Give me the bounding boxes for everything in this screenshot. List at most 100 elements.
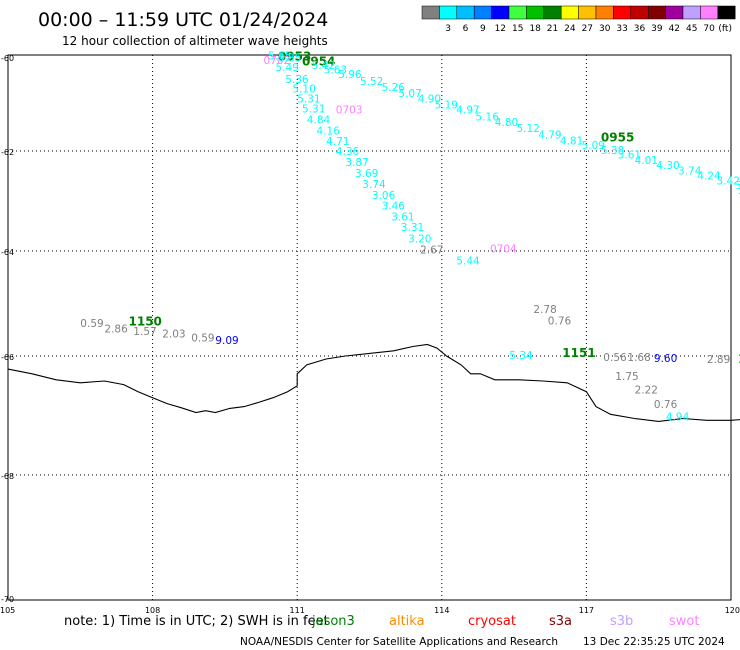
legend-label: 3	[445, 24, 451, 34]
lon-tick-label: 117	[579, 606, 594, 615]
wave-height-label: 5.12	[517, 123, 540, 135]
wave-height-label: 0702	[264, 55, 291, 67]
wave-height-label: 5.96	[338, 69, 362, 81]
lat-tick-label: -70	[1, 595, 14, 604]
lon-tick-label: 120	[725, 606, 740, 615]
wave-height-label: 3.61	[618, 150, 641, 162]
legend-label: 6	[463, 24, 469, 34]
map-title: 00:00 – 11:59 UTC 01/24/2024	[38, 9, 328, 31]
legend-swatch	[578, 5, 597, 20]
map-subtitle: 12 hour collection of altimeter wave hei…	[62, 34, 328, 48]
wave-height-label: 5.09	[582, 140, 605, 152]
wave-height-label: 2.89	[707, 354, 730, 366]
legend-swatch	[560, 5, 579, 20]
wave-height-label: 9.09	[215, 335, 238, 347]
wave-height-label: 0.59	[191, 332, 214, 344]
legend-swatch	[491, 5, 510, 20]
lat-tick-label: -62	[1, 148, 14, 157]
wave-height-label: 0704	[490, 244, 517, 256]
wave-height-label: 4.90	[418, 94, 441, 106]
plot-frame	[7, 54, 732, 601]
wave-height-label: 5.42	[312, 60, 335, 72]
legend-swatch	[682, 5, 701, 20]
wave-height-label: 5.19	[435, 100, 458, 112]
wave-height-label: 5.34	[509, 350, 533, 362]
legend-label: 12	[495, 24, 506, 34]
wave-height-label: 4.79	[538, 129, 561, 141]
legend-swatch	[665, 5, 684, 20]
pass-time-label: 1152	[738, 352, 740, 366]
wave-height-label: 2.22	[635, 385, 658, 397]
wave-height-label: 5.85	[278, 53, 301, 65]
wave-height-label: 3.87	[345, 157, 368, 169]
legend-label: 24	[564, 24, 576, 34]
wave-height-label: 5.16	[476, 112, 500, 124]
legend-swatch	[543, 5, 562, 20]
legend-swatch	[595, 5, 614, 20]
lat-tick-label: -60	[1, 54, 14, 63]
wave-height-label: 4.30	[656, 160, 679, 172]
coastline	[7, 343, 740, 422]
pass-time-label: 0955	[601, 131, 634, 145]
legend-label: 18	[529, 24, 541, 34]
legend-label: 15	[512, 24, 523, 34]
wave-height-label: 5.38	[601, 145, 624, 157]
satellite-name-cryosat: cryosat	[468, 614, 516, 629]
wave-height-label: 3.73	[738, 185, 740, 197]
footer-note: note: 1) Time is in UTC; 2) SWH is in fe…	[64, 614, 329, 629]
pass-time-label: 0953	[278, 49, 311, 63]
wave-height-label: 0.56	[603, 352, 627, 364]
legend-label: 42	[669, 24, 680, 34]
wave-height-label: 3.42	[717, 176, 740, 188]
wave-height-label: 1.68	[627, 352, 650, 364]
legend-label: 39	[651, 24, 663, 34]
wave-height-label: 3.06	[372, 190, 396, 202]
satellite-legend: jason3 altika cryosat s3a s3b swot	[311, 614, 699, 629]
wave-height-label: 3.61	[391, 212, 414, 224]
wave-height-label: 2.67	[420, 245, 443, 257]
legend-label: 70	[703, 24, 715, 34]
satellite-name-s3b: s3b	[610, 614, 633, 629]
legend-swatch	[613, 5, 632, 20]
wave-height-label: 0.76	[654, 399, 678, 411]
legend-swatch	[473, 5, 492, 20]
wave-height-label: 5.52	[360, 76, 383, 88]
wave-height-label: 5.31	[302, 104, 325, 116]
axis-tick-labels: -60 -62 -64 -66 -68 -70 105 108 111 114 117 120	[0, 54, 740, 615]
wave-height-label: 3.31	[401, 222, 424, 234]
color-legend: 3 6 9 12 15 18 21 24 27 30 33 36 39 42 45 70 (ft)	[421, 5, 736, 34]
wave-height-label: 5.63	[324, 65, 347, 77]
footer-timestamp: 13 Dec 22:35:25 UTC 2024	[583, 636, 725, 648]
legend-label: 21	[547, 24, 558, 34]
lat-tick-label: -66	[1, 353, 14, 362]
wave-height-label: 4.36	[336, 146, 360, 158]
satellite-name-s3a: s3a	[549, 614, 572, 629]
legend-swatch	[717, 5, 736, 20]
legend-swatch	[421, 5, 440, 20]
wave-height-label: 4.80	[495, 117, 518, 129]
lon-tick-label: 105	[0, 606, 15, 615]
legend-label: 9	[480, 24, 486, 34]
wave-height-label: 5.49	[276, 62, 299, 74]
lon-tick-label: 114	[434, 606, 449, 615]
pass-time-label: 1150	[129, 315, 162, 329]
legend-label: 45	[686, 24, 697, 34]
wave-height-label: 4.01	[635, 155, 658, 167]
footer-credit: NOAA/NESDIS Center for Satellite Applica…	[240, 636, 558, 648]
pass-time-label: 0954	[302, 55, 335, 69]
pass-time-label: 1151	[562, 346, 595, 360]
wave-height-label: 5.44	[456, 256, 480, 268]
wave-height-label: 3.46	[382, 201, 406, 213]
legend-label: 33	[616, 24, 627, 34]
wave-height-label: 2.78	[533, 304, 556, 316]
map-grid	[8, 55, 731, 600]
legend-swatch	[456, 5, 475, 20]
lon-tick-label: 108	[145, 606, 160, 615]
legend-swatch	[647, 5, 666, 20]
wave-height-label: 0.59	[80, 318, 103, 330]
satellite-name-altika: altika	[389, 614, 425, 629]
wave-height-label: 9.60	[654, 353, 677, 365]
wave-height-label: 4.84	[307, 115, 331, 127]
wave-height-label: 5.07	[398, 88, 421, 100]
legend-swatch	[700, 5, 719, 20]
